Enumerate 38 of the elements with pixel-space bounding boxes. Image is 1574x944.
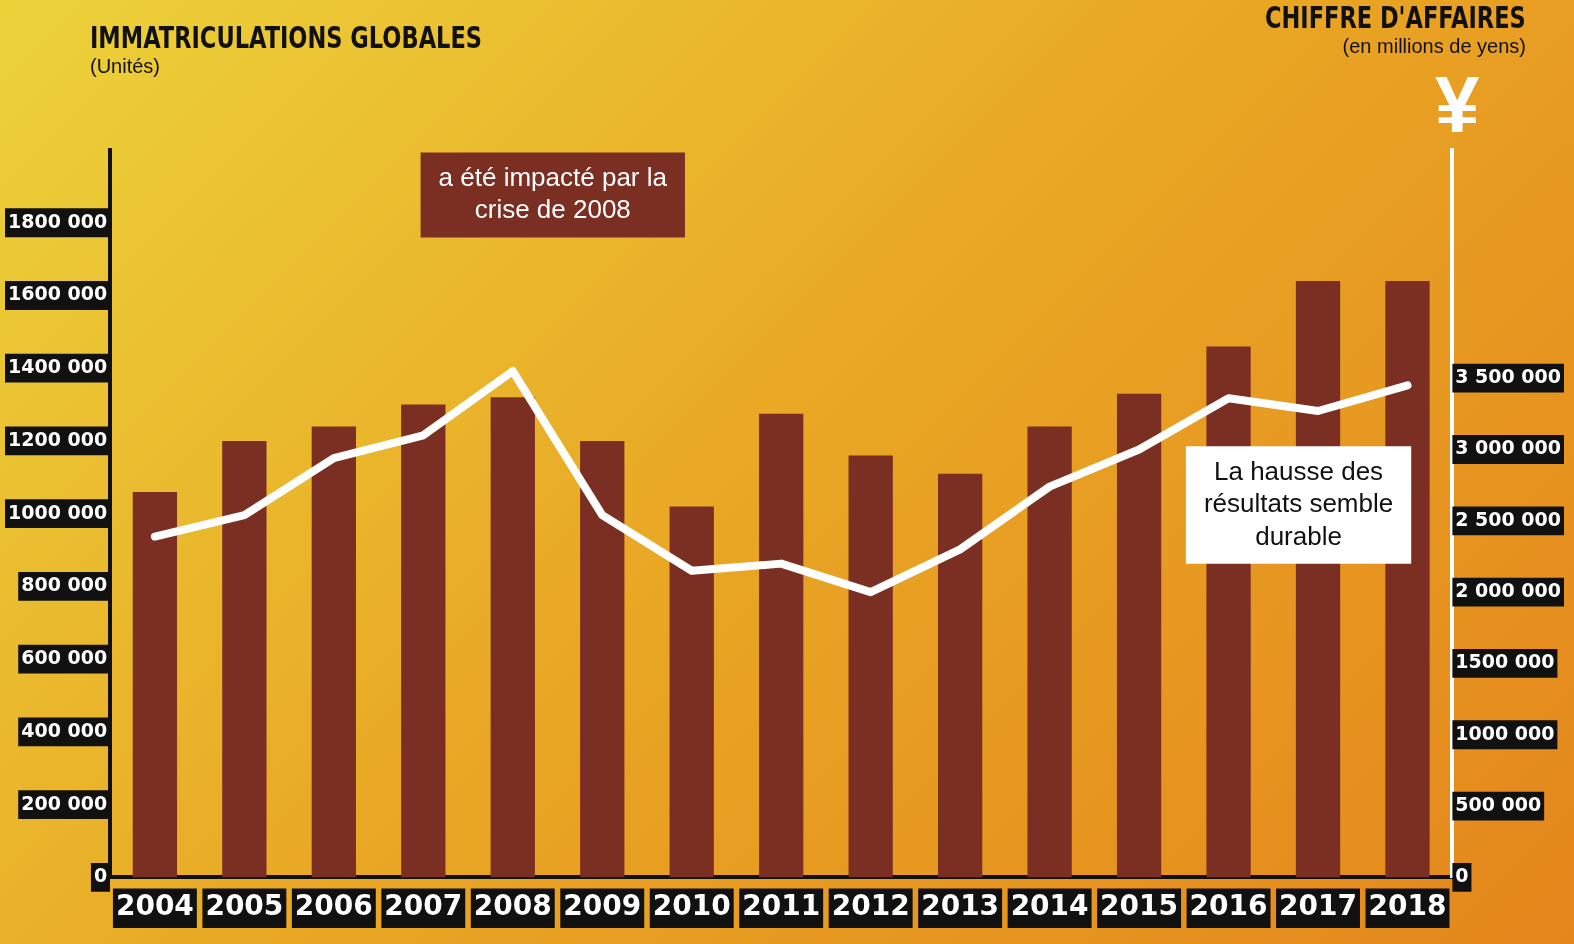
x-tick-label: 2010 — [652, 889, 731, 923]
y-tick-label: 0 — [93, 864, 108, 887]
y-tick-label: 800 000 — [21, 573, 108, 596]
y2-tick-label: 500 000 — [1455, 793, 1542, 816]
y-tick-label: 1200 000 — [8, 427, 108, 450]
y-tick-label: 1800 000 — [8, 209, 108, 232]
y-tick-label: 400 000 — [21, 718, 108, 741]
y-tick-label: 1600 000 — [8, 282, 108, 305]
y-tick-label: 1400 000 — [8, 355, 108, 378]
x-tick-label: 2006 — [294, 889, 373, 923]
y-tick-label: 600 000 — [21, 646, 108, 669]
annotation: La hausse des résultats semble durable — [1203, 455, 1394, 551]
x-tick-label: 2007 — [384, 889, 463, 923]
x-tick-label: 2017 — [1279, 889, 1357, 923]
y-tick-label: 1000 000 — [8, 500, 108, 523]
x-tick-label: 2015 — [1100, 889, 1179, 923]
x-tick-label: 2016 — [1189, 889, 1268, 923]
y2-tick-label: 1000 000 — [1455, 721, 1555, 744]
y2-axis-title: CHIFFRE D'AFFAIRES (en millions de yens) — [1264, 0, 1526, 58]
annotation: ¥ — [1434, 60, 1480, 150]
y2-tick-label: 2 500 000 — [1455, 507, 1562, 530]
x-tick-label: 2013 — [921, 889, 1000, 923]
x-tick-label: 2009 — [563, 889, 642, 923]
x-tick-label: 2018 — [1368, 889, 1447, 923]
y-tick-label: 200 000 — [21, 791, 108, 814]
annotation: a été impacté par la crise de 2008 — [438, 161, 668, 225]
y2-tick-label: 3 000 000 — [1455, 436, 1562, 459]
y-axis-title: IMMATRICULATIONS GLOBALES (Unités) — [90, 20, 483, 78]
y2-tick-label: 3 500 000 — [1455, 365, 1562, 388]
x-tick-label: 2014 — [1010, 889, 1089, 923]
x-tick-label: 2011 — [742, 889, 821, 923]
x-tick-label: 2012 — [831, 889, 910, 923]
x-tick-label: 2004 — [115, 889, 194, 923]
y2-tick-label: 2 000 000 — [1455, 579, 1562, 602]
y2-tick-label: 1500 000 — [1455, 650, 1555, 673]
x-tick-label: 2005 — [205, 889, 284, 923]
x-tick-label: 2008 — [473, 889, 552, 923]
y2-tick-label: 0 — [1455, 864, 1469, 887]
